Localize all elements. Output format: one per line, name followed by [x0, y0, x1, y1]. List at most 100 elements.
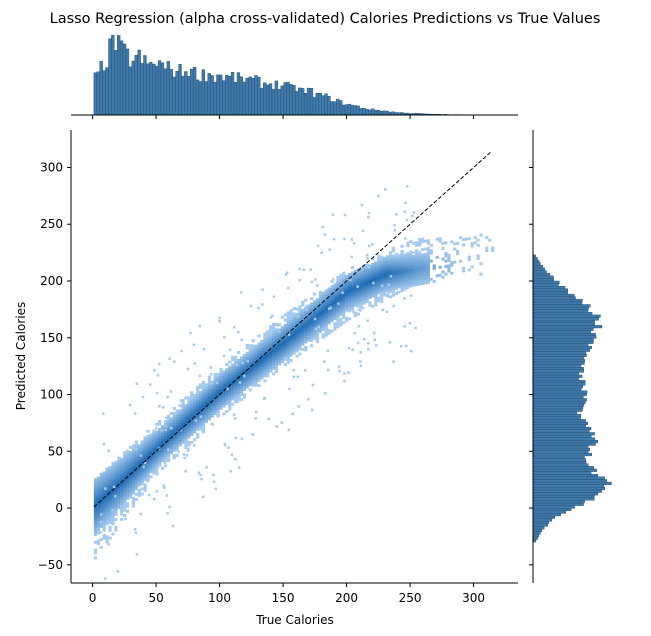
heatmap-cell — [228, 376, 232, 380]
heatmap-cell — [204, 386, 208, 389]
heatmap-outlier-cell — [375, 344, 378, 347]
heatmap-cell — [111, 464, 115, 468]
heatmap-cell — [242, 380, 246, 384]
heatmap-cell — [397, 259, 401, 263]
x-tick-label: 150 — [272, 591, 295, 605]
heatmap-cell — [111, 483, 115, 486]
heatmap-cell — [412, 268, 416, 271]
heatmap-cell — [248, 375, 252, 379]
heatmap-cell — [120, 486, 124, 490]
heatmap-cell — [348, 275, 352, 279]
heatmap-cell — [93, 522, 98, 526]
heatmap-cell — [184, 406, 188, 410]
heatmap-cell — [415, 283, 419, 287]
heatmap-outlier-cell — [367, 211, 371, 215]
heatmap-cell — [108, 505, 112, 509]
heatmap-outlier-cell — [184, 396, 188, 399]
heatmap-cell — [345, 287, 349, 291]
heatmap-cell — [380, 261, 384, 264]
heatmap-cell — [181, 399, 185, 402]
heatmap-cell — [362, 291, 366, 295]
right-histogram-bar — [532, 291, 568, 295]
heatmap-cell — [310, 312, 314, 316]
heatmap-cell — [394, 266, 398, 270]
heatmap-cell — [187, 417, 191, 421]
heatmap-outlier-cell — [326, 349, 330, 353]
right-histogram-bar — [532, 466, 595, 470]
heatmap-cell — [93, 491, 98, 495]
heatmap-cell — [96, 484, 100, 488]
heatmap-cell — [213, 399, 217, 402]
top-histogram-bar — [341, 104, 346, 116]
heatmap-cell — [102, 492, 106, 496]
heatmap-cell — [362, 296, 366, 300]
heatmap-cell — [93, 480, 98, 484]
heatmap-cell — [444, 272, 448, 276]
top-histogram-bar — [108, 38, 112, 116]
right-histogram-bar — [532, 273, 551, 277]
heatmap-cell — [350, 297, 355, 301]
heatmap-cell — [201, 422, 206, 426]
heatmap-cell — [234, 369, 238, 372]
heatmap-cell — [128, 474, 133, 478]
heatmap-cell — [210, 383, 214, 387]
heatmap-cell — [187, 427, 191, 431]
right-histogram-bar — [532, 515, 555, 519]
heatmap-cell — [242, 354, 246, 357]
heatmap-cell — [158, 433, 162, 436]
heatmap-cell — [277, 349, 282, 353]
heatmap-outlier-cell — [353, 332, 356, 335]
heatmap-cell — [315, 337, 319, 341]
heatmap-cell — [175, 435, 179, 439]
heatmap-cell — [102, 521, 106, 524]
right-histogram-bar — [532, 476, 606, 480]
heatmap-cell — [196, 425, 200, 429]
heatmap-cell — [239, 398, 244, 402]
heatmap-cell — [187, 409, 191, 413]
heatmap-cell — [96, 521, 100, 525]
heatmap-cell — [105, 467, 109, 471]
heatmap-cell — [388, 269, 393, 273]
heatmap-cell — [397, 280, 401, 284]
heatmap-cell — [391, 267, 395, 271]
heatmap-cell — [178, 422, 182, 426]
right-histogram-bar — [532, 351, 587, 355]
heatmap-cell — [161, 467, 165, 470]
heatmap-cell — [380, 274, 384, 277]
heatmap-cell — [123, 469, 127, 473]
heatmap-outlier-cell — [327, 368, 330, 372]
heatmap-cell — [359, 277, 363, 281]
heatmap-cell — [155, 436, 159, 439]
heatmap-cell — [149, 462, 153, 466]
heatmap-cell — [123, 464, 127, 468]
heatmap-cell — [111, 506, 115, 510]
top-histogram-bar — [116, 35, 121, 116]
heatmap-cell — [131, 499, 135, 503]
heatmap-cell — [339, 307, 343, 311]
heatmap-cell — [213, 380, 217, 384]
heatmap-cell — [190, 433, 194, 436]
heatmap-cell — [330, 298, 334, 302]
heatmap-cell — [184, 404, 188, 408]
heatmap-cell — [248, 380, 252, 384]
top-histogram-bar — [306, 87, 311, 116]
heatmap-cell — [231, 355, 235, 359]
heatmap-cell — [304, 311, 308, 315]
heatmap-cell — [111, 477, 115, 481]
heatmap-cell — [137, 457, 141, 461]
heatmap-cell — [418, 240, 422, 244]
heatmap-cell — [93, 517, 98, 521]
heatmap-cell — [350, 287, 355, 290]
heatmap-cell — [114, 512, 118, 516]
heatmap-cell — [374, 292, 378, 296]
right-histogram-bar — [532, 528, 543, 532]
heatmap-cell — [210, 409, 214, 413]
heatmap-cell — [266, 351, 270, 354]
heatmap-cell — [339, 289, 343, 293]
heatmap-cell — [348, 286, 352, 289]
heatmap-cell — [102, 513, 106, 517]
heatmap-cell — [251, 378, 255, 382]
heatmap-cell — [444, 241, 448, 245]
heatmap-cell — [172, 427, 176, 431]
heatmap-cell — [298, 310, 302, 314]
